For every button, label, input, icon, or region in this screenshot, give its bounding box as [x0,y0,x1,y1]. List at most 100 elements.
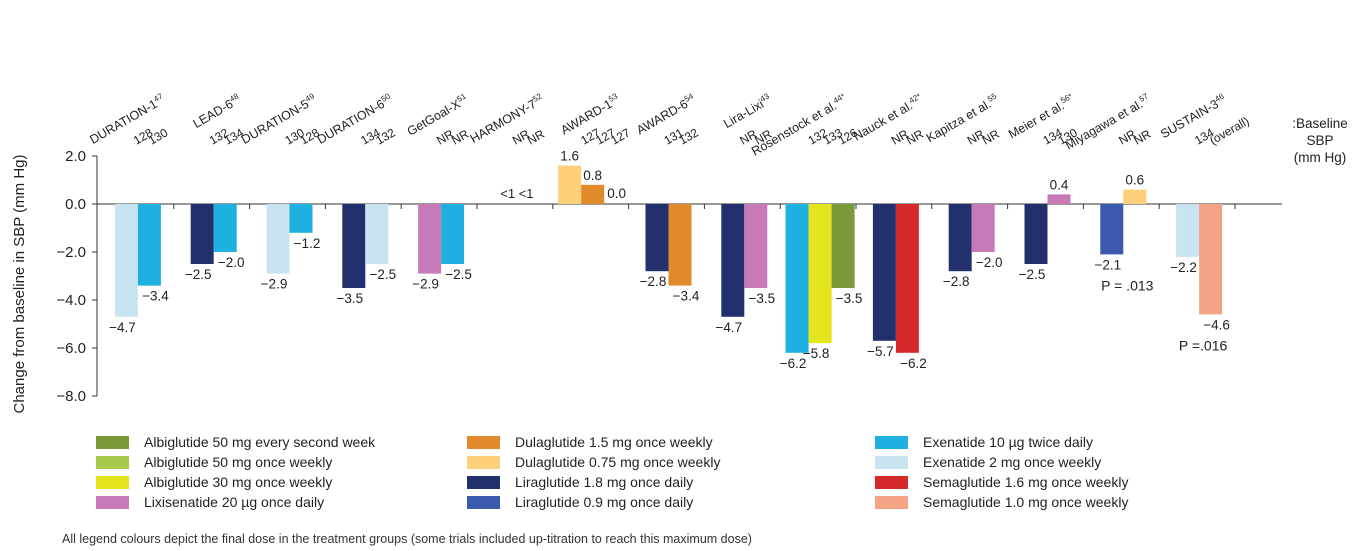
legend-swatch [875,495,908,509]
bar [213,204,237,252]
data-label: −2.5 [369,267,396,282]
data-label: −5.7 [867,344,894,359]
legend-item: Albiglutide 30 mg once weekly [96,474,332,490]
bar [365,204,389,264]
data-label: −3.4 [673,289,700,304]
data-label: −2.0 [976,255,1003,270]
baseline-value: NR [904,127,926,148]
legend-item: Lixisenatide 20 µg once daily [96,494,324,510]
legend-label: Albiglutide 50 mg once weekly [144,454,333,470]
baseline-value: (overall) [1207,114,1252,148]
data-label: −6.2 [900,356,927,371]
data-label: −2.1 [1094,257,1121,272]
legend-item: Exenatide 2 mg once weekly [875,454,1101,470]
data-label: −3.4 [142,289,169,304]
bar [1199,204,1223,315]
bar [581,184,605,204]
data-label: −6.2 [780,356,807,371]
data-label: 0.0 [607,186,626,201]
legend-item: Liraglutide 0.9 mg once daily [467,494,693,510]
legend-item: Exenatide 10 µg twice daily [875,434,1093,450]
note-label: <1 <1 [500,186,533,201]
bar [872,204,896,341]
legend-swatch [96,495,129,509]
bar [441,204,465,264]
data-label: −2.2 [1170,260,1197,275]
legend-label: Dulaglutide 0.75 mg once weekly [515,454,721,470]
footnote: All legend colours depict the final dose… [62,532,752,546]
data-label: −2.5 [445,267,472,282]
bar [744,204,768,288]
data-label: −2.8 [640,274,667,289]
legend-label: Liraglutide 0.9 mg once daily [515,494,694,510]
legend-swatch [467,455,500,469]
legend-label: Liraglutide 1.8 mg once daily [515,474,694,490]
data-labels: −4.7 −3.4 −2.5 −2.0 −2.9 −1.2 −3.5 −2.5 −2.9 −2.5… [109,149,1230,371]
y-tick-label: −4.0 [56,292,86,309]
trial-headers: DURATION-147128130LEAD-648132134DURATION… [87,91,1347,165]
legend-swatch [875,475,908,489]
data-label: 1.6 [560,149,579,164]
legend-label: Albiglutide 50 mg every second week [144,434,376,450]
legend-label: Dulaglutide 1.5 mg once weekly [515,434,713,450]
bar [418,204,442,274]
baseline-value: NR [449,127,471,148]
bar [342,204,366,288]
bar [1100,204,1124,255]
p-value: P =.016 [1179,337,1228,353]
y-tick-label: −6.0 [56,340,86,357]
legend-item: Dulaglutide 0.75 mg once weekly [467,454,720,470]
bar [558,165,582,204]
baseline-header: SBP [1306,133,1333,148]
legend-item: Liraglutide 1.8 mg once daily [467,474,693,490]
legend-swatch [467,475,500,489]
bar [1123,189,1147,204]
legend-item: Semaglutide 1.6 mg once weekly [875,474,1128,490]
legend-label: Lixisenatide 20 µg once daily [144,494,325,510]
legend-swatch [875,435,908,449]
bar [948,204,972,272]
data-label: −3.5 [748,291,775,306]
legend-label: Exenatide 2 mg once weekly [923,454,1102,470]
y-tick-label: 2.0 [65,148,86,165]
legend-item: Dulaglutide 1.5 mg once weekly [467,434,713,450]
baseline-value: NR [525,127,547,148]
data-label: −2.8 [943,274,970,289]
bar [808,204,832,344]
bar [785,204,809,353]
bar [137,204,161,286]
data-label: −4.7 [109,320,136,335]
y-axis-label: Change from baseline in SBP (mm Hg) [11,154,28,413]
legend-item: Albiglutide 50 mg every second week [96,434,375,450]
bar [831,204,855,288]
baseline-value: NR [980,127,1002,148]
bar [668,204,692,286]
data-label: 0.6 [1125,173,1144,188]
data-label: −2.0 [218,255,245,270]
bar [190,204,214,264]
data-label: −1.2 [294,236,321,251]
legend-swatch [467,495,500,509]
data-label: 0.4 [1050,177,1069,192]
legend-swatch [875,455,908,469]
y-tick-label: −8.0 [56,388,86,405]
bar [1024,204,1048,264]
data-label: −2.9 [261,277,288,292]
bars [114,165,1223,353]
legend-item: Semaglutide 1.0 mg once weekly [875,494,1128,510]
y-tick-label: 0.0 [65,196,86,213]
data-label: 0.8 [583,168,602,183]
bar [266,204,290,274]
legend-swatch [467,435,500,449]
data-label: −2.5 [185,267,212,282]
bar [289,204,313,233]
data-label: −3.5 [836,291,863,306]
data-label: −5.8 [803,346,830,361]
trial-name: Lira-Lixi43 [721,91,775,131]
legend-swatch [96,475,129,489]
bar [895,204,919,353]
data-label: −2.5 [1019,267,1046,282]
legend-label: Semaglutide 1.6 mg once weekly [923,474,1129,490]
bar [114,204,138,317]
data-label: −4.7 [715,320,742,335]
